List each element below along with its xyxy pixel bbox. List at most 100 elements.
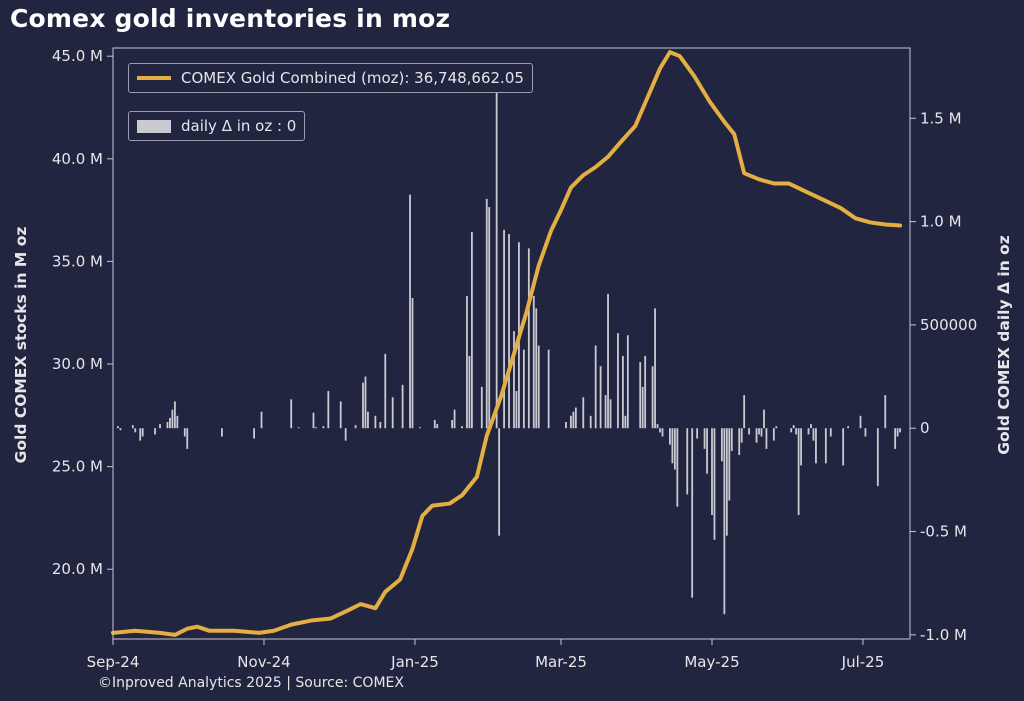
delta-bar (570, 415, 572, 429)
delta-bar (471, 231, 473, 429)
delta-bar (141, 428, 144, 437)
legend-line-label: COMEX Gold Combined (moz): 36,748,662.05 (181, 69, 524, 87)
delta-bar (824, 428, 827, 464)
source-credit: ©Inproved Analytics 2025 | Source: COMEX (98, 675, 404, 691)
delta-bar (772, 428, 775, 441)
delta-bar (673, 428, 676, 470)
delta-bar (676, 428, 679, 507)
delta-bar (644, 355, 647, 429)
delta-bar (807, 428, 810, 435)
legend-line-swatch (137, 76, 171, 80)
delta-bar (433, 419, 436, 429)
legend-bar-swatch (137, 119, 171, 133)
delta-bar (686, 428, 689, 495)
delta-bar (485, 198, 488, 429)
delta-bar (364, 376, 367, 429)
delta-bar (312, 412, 315, 429)
delta-bar (173, 401, 176, 429)
delta-bar (461, 426, 463, 429)
delta-bar (574, 407, 577, 429)
y2-axis-label: Gold COMEX daily Δ in oz (995, 235, 1013, 455)
delta-bar (691, 428, 694, 598)
delta-bar (626, 335, 629, 429)
delta-bar (651, 366, 654, 429)
delta-bar (322, 426, 325, 429)
delta-bar (758, 428, 760, 435)
delta-bar (565, 422, 567, 429)
y2-tick-label: -0.5 M (920, 523, 967, 541)
delta-bar (760, 428, 763, 437)
delta-bar (480, 386, 483, 429)
delta-bar (864, 428, 867, 437)
delta-bar (186, 428, 189, 449)
y-tick-label: 30.0 M (52, 355, 103, 373)
delta-bar (725, 428, 728, 536)
delta-bar (755, 428, 758, 443)
delta-bar (703, 428, 706, 449)
delta-bar (522, 349, 525, 429)
delta-bar (812, 428, 815, 441)
delta-bar (508, 233, 510, 429)
delta-bar (763, 409, 765, 429)
x-axis: Sep-24 Nov-24 Jan-25 Mar-25 May-25 Jul-25 (87, 639, 885, 671)
delta-bar (419, 427, 421, 429)
delta-bar (572, 411, 575, 429)
x-tick-label: May-25 (684, 653, 739, 671)
delta-bar (661, 428, 664, 437)
y-axis-right: -1.0 M -0.5 M 0 500000 1.0 M 1.5 M (910, 109, 977, 644)
delta-bar (671, 428, 674, 464)
delta-bar (391, 397, 394, 429)
delta-bar (795, 428, 798, 435)
delta-bar (748, 428, 751, 435)
y-tick-label: 20.0 M (52, 560, 103, 578)
delta-bar (899, 428, 901, 433)
delta-bar (401, 384, 404, 429)
delta-bar (297, 427, 300, 429)
delta-bar (537, 345, 540, 429)
x-tick-label: Jan-25 (390, 653, 439, 671)
delta-bar (829, 428, 832, 437)
y-axis-label: Gold COMEX stocks in M oz (12, 227, 30, 464)
y-axis-left: 20.0 M 25.0 M 30.0 M 35.0 M 40.0 M 45.0 M (52, 47, 113, 578)
delta-bar (621, 355, 624, 429)
delta-bar (466, 295, 468, 429)
delta-bar (720, 428, 723, 462)
delta-bar (639, 362, 642, 429)
delta-bar (117, 426, 119, 429)
legend-bar-label: daily Δ in oz : 0 (181, 117, 297, 135)
gold-stocks-line (111, 50, 903, 637)
delta-bar (659, 428, 661, 433)
y-tick-label: 40.0 M (52, 150, 103, 168)
delta-bar (641, 386, 644, 429)
delta-bar (790, 428, 793, 433)
delta-bar (669, 428, 671, 445)
delta-bar (513, 331, 515, 429)
delta-bar (775, 426, 778, 429)
delta-bar (221, 428, 223, 437)
delta-bar (654, 308, 656, 429)
delta-bar (624, 415, 627, 429)
delta-bar (183, 428, 186, 437)
y2-tick-label: -1.0 M (920, 626, 967, 644)
delta-bar (815, 428, 817, 464)
daily-delta-bars (117, 81, 901, 615)
delta-bar (374, 415, 377, 429)
delta-bar (339, 401, 342, 429)
delta-bar (327, 391, 330, 429)
y2-tick-label: 1.0 M (920, 213, 962, 231)
x-tick-label: Jul-25 (841, 653, 885, 671)
delta-bar (876, 428, 879, 487)
delta-bar (453, 409, 456, 429)
y2-tick-label: 1.5 M (920, 109, 962, 127)
delta-bar (176, 415, 179, 429)
delta-bar (582, 397, 585, 429)
y2-tick-label: 0 (920, 419, 930, 437)
delta-bar (535, 308, 538, 429)
delta-bar (859, 415, 862, 429)
legend-bar-entry: daily Δ in oz : 0 (128, 111, 306, 141)
delta-bar (810, 424, 812, 429)
delta-bar (411, 298, 414, 429)
delta-bar (154, 428, 156, 435)
x-tick-label: Nov-24 (237, 653, 290, 671)
